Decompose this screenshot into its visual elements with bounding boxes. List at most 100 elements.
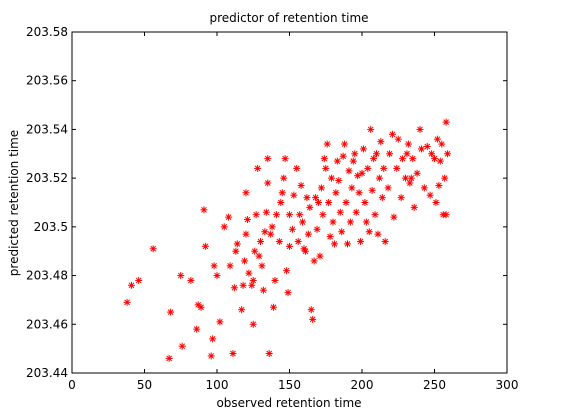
- data-point: [229, 350, 237, 358]
- data-point: [417, 145, 425, 153]
- data-point: [404, 140, 412, 148]
- data-point: [193, 325, 201, 333]
- data-point: [394, 135, 402, 143]
- y-tick-label: 203.46: [26, 317, 68, 331]
- data-point: [249, 276, 257, 284]
- data-point: [393, 164, 401, 172]
- data-point: [338, 228, 346, 236]
- data-point: [275, 237, 283, 245]
- data-point: [286, 211, 293, 219]
- data-point: [317, 184, 325, 192]
- data-point: [255, 252, 263, 260]
- data-point: [344, 240, 351, 248]
- data-point: [341, 140, 349, 148]
- data-point: [241, 257, 249, 265]
- data-point: [370, 155, 378, 163]
- data-point: [210, 262, 218, 270]
- data-point: [374, 230, 382, 238]
- data-point: [284, 289, 292, 297]
- data-point: [444, 150, 452, 158]
- x-tick-label: 150: [278, 378, 301, 392]
- data-point: [399, 155, 407, 163]
- data-point: [323, 140, 331, 148]
- data-point: [290, 191, 298, 199]
- data-point: [406, 179, 414, 187]
- y-tick-label: 203.52: [26, 171, 68, 185]
- data-point: [225, 213, 233, 221]
- data-point: [403, 150, 411, 158]
- y-tick-label: 203.44: [26, 366, 68, 380]
- data-point: [293, 164, 301, 172]
- data-point: [303, 194, 311, 202]
- data-point: [316, 252, 324, 260]
- data-point: [330, 240, 338, 248]
- data-point: [254, 164, 262, 172]
- x-axis-label: observed retention time: [216, 396, 361, 410]
- data-point: [294, 237, 302, 245]
- data-point: [207, 352, 215, 360]
- y-tick-label: 203.54: [26, 122, 68, 136]
- data-point: [352, 208, 360, 216]
- data-point: [226, 262, 234, 270]
- data-point: [220, 223, 228, 231]
- data-point: [359, 145, 367, 153]
- data-point: [239, 281, 247, 289]
- data-point: [242, 230, 250, 238]
- y-tick-label: 203.58: [26, 25, 68, 39]
- data-point: [233, 240, 241, 248]
- data-point: [357, 237, 365, 245]
- data-point: [209, 335, 217, 343]
- data-points: [123, 118, 452, 362]
- data-point: [165, 354, 173, 362]
- data-point: [270, 303, 278, 311]
- data-point: [364, 164, 372, 172]
- data-point: [149, 245, 157, 253]
- data-point: [432, 199, 440, 206]
- data-point: [319, 211, 327, 219]
- data-point: [242, 189, 250, 197]
- data-point: [278, 189, 286, 197]
- x-tick-label: 200: [351, 378, 374, 392]
- data-point: [265, 350, 273, 358]
- x-axis: 0 50 100 150 200 250 300: [68, 32, 518, 392]
- data-point: [442, 211, 450, 219]
- data-point: [257, 237, 264, 245]
- data-point: [177, 272, 185, 280]
- data-point: [420, 184, 428, 192]
- data-point: [167, 308, 175, 316]
- data-point: [322, 164, 330, 172]
- data-point: [367, 125, 375, 133]
- data-point: [315, 199, 322, 206]
- data-point: [342, 199, 350, 206]
- data-point: [390, 213, 398, 221]
- data-point: [441, 174, 449, 182]
- y-axis-label: predicted retention time: [7, 130, 21, 276]
- y-tick-label: 203.56: [26, 74, 68, 88]
- data-point: [346, 218, 354, 226]
- data-point: [333, 157, 341, 165]
- data-point: [213, 272, 221, 280]
- data-point: [307, 306, 315, 314]
- data-point: [127, 281, 135, 289]
- data-point: [261, 228, 269, 236]
- data-point: [386, 150, 394, 158]
- data-point: [431, 155, 438, 163]
- x-tick-label: 0: [68, 378, 76, 392]
- data-point: [407, 174, 415, 182]
- data-point: [252, 211, 260, 219]
- data-point: [306, 203, 314, 211]
- data-point: [268, 223, 276, 231]
- data-point: [310, 257, 318, 265]
- data-point: [345, 167, 353, 175]
- data-point: [304, 230, 312, 238]
- data-point: [280, 174, 288, 182]
- data-point: [197, 303, 205, 311]
- data-point: [335, 177, 343, 185]
- data-point: [243, 216, 251, 224]
- data-point: [329, 218, 337, 226]
- data-point: [373, 150, 380, 158]
- data-point: [216, 318, 224, 326]
- data-point: [428, 150, 436, 158]
- data-point: [296, 211, 304, 219]
